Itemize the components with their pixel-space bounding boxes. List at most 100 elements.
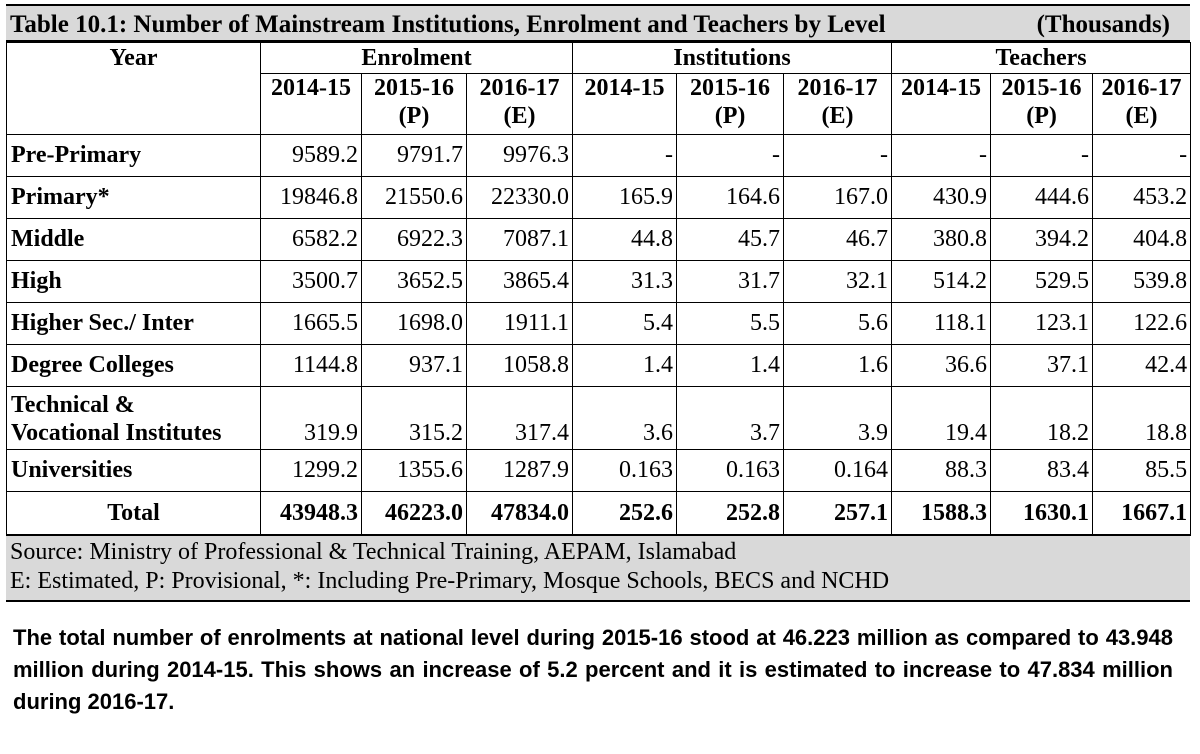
table-cell: 47834.0: [465, 491, 574, 536]
table-cell: 3865.4: [465, 260, 574, 303]
year-subheader: 2015-16 (P): [676, 73, 785, 135]
table-cell: -: [990, 134, 1094, 177]
row-label: Degree Colleges: [6, 344, 261, 387]
table-cell: 6582.2: [260, 218, 362, 261]
table-cell: 0.163: [572, 449, 678, 492]
table-cell: 252.8: [676, 491, 785, 536]
table-cell: 1.4: [676, 344, 785, 387]
table-cell: 165.9: [572, 176, 678, 219]
table-cell: 36.6: [891, 344, 992, 387]
table-cell: 317.4: [465, 386, 574, 450]
table-title-bar: Table 10.1: Number of Mainstream Institu…: [6, 4, 1190, 42]
table-cell: 1299.2: [260, 449, 362, 492]
table-cell: 937.1: [361, 344, 467, 387]
table-cell: 122.6: [1092, 302, 1192, 345]
group-header-teachers: Teachers: [891, 42, 1192, 74]
table-cell: 394.2: [990, 218, 1094, 261]
table-cell: 45.7: [676, 218, 785, 261]
year-subheader: 2014-15: [891, 73, 992, 135]
table-cell: 1.6: [783, 344, 893, 387]
year-subheader: 2016-17 (E): [465, 73, 574, 135]
table-cell: -: [1092, 134, 1192, 177]
row-label: Higher Sec./ Inter: [6, 302, 261, 345]
table-cell: 1698.0: [361, 302, 467, 345]
table-cell: 118.1: [891, 302, 992, 345]
year-subheader-year: 2014-15: [271, 75, 351, 101]
year-subheader-status: (P): [1026, 103, 1057, 129]
table-cell: 5.5: [676, 302, 785, 345]
table-cell: 167.0: [783, 176, 893, 219]
table-row: Primary* 19846.8 21550.6 22330.0 165.9 164.6 1…: [6, 176, 1192, 219]
table-cell: 18.8: [1092, 386, 1192, 450]
year-subheader: 2014-15: [572, 73, 678, 135]
table-cell: 37.1: [990, 344, 1094, 387]
year-subheader-status: (E): [821, 103, 854, 129]
table-cell: 1665.5: [260, 302, 362, 345]
row-label: Primary*: [6, 176, 261, 219]
table-cell: 43948.3: [260, 491, 362, 536]
year-subheader-status: (E): [503, 103, 536, 129]
table-cell: 1911.1: [465, 302, 574, 345]
row-label: Total: [6, 491, 261, 536]
table-cell: 31.3: [572, 260, 678, 303]
year-subheader: 2016-17 (E): [1092, 73, 1192, 135]
table-cell: 19.4: [891, 386, 992, 450]
table-cell: 1058.8: [465, 344, 574, 387]
group-header-enrolment: Enrolment: [259, 42, 574, 74]
table-cell: 22330.0: [465, 176, 574, 219]
year-subheader-year: 2014-15: [584, 75, 665, 101]
table-cell: 430.9: [891, 176, 992, 219]
table-cell: 9791.7: [361, 134, 467, 177]
table-cell: 21550.6: [361, 176, 467, 219]
year-subheader-year: 2015-16: [374, 75, 454, 101]
table-unit: (Thousands): [1036, 11, 1170, 38]
table-row: Degree Colleges 1144.8 937.1 1058.8 1.4 1.4 1.…: [6, 344, 1192, 387]
table-cell: 1287.9: [465, 449, 574, 492]
year-header: Year: [6, 42, 261, 135]
year-subheader-status: (P): [714, 103, 746, 129]
table-cell: 85.5: [1092, 449, 1192, 492]
year-subheader-year: 2016-17: [479, 75, 560, 101]
row-label: High: [6, 260, 261, 303]
table-cell: 83.4: [990, 449, 1094, 492]
year-subheader-year: 2014-15: [901, 75, 982, 101]
table-cell: 380.8: [891, 218, 992, 261]
table-cell: 257.1: [783, 491, 893, 536]
table-cell: 9589.2: [260, 134, 362, 177]
table-cell: 7087.1: [465, 218, 574, 261]
year-subheader-year: 2015-16: [1001, 75, 1082, 101]
table-cell: 252.6: [572, 491, 678, 536]
table-cell: 1355.6: [361, 449, 467, 492]
table-cell: 3.9: [783, 386, 893, 450]
source-note: Source: Ministry of Professional & Techn…: [6, 536, 1190, 602]
table-cell: 32.1: [783, 260, 893, 303]
table-cell: -: [572, 134, 678, 177]
table-cell: 164.6: [676, 176, 785, 219]
summary-paragraph: The total number of enrolments at nation…: [13, 625, 1173, 714]
table-container: Table 10.1: Number of Mainstream Institu…: [6, 4, 1192, 602]
table-cell: 315.2: [361, 386, 467, 450]
table-cell: 3652.5: [361, 260, 467, 303]
row-label: Pre-Primary: [6, 134, 261, 177]
table-cell: 46223.0: [361, 491, 467, 536]
table-cell: 44.8: [572, 218, 678, 261]
table-cell: 0.164: [783, 449, 893, 492]
data-table: Year Enrolment Institutions Teachers 201…: [6, 42, 1192, 536]
table-cell: -: [676, 134, 785, 177]
year-subheader-status: (P): [398, 103, 430, 129]
row-label: Technical & Vocational Institutes: [6, 386, 261, 450]
year-subheader-year: 2015-16: [690, 75, 771, 101]
table-row: Higher Sec./ Inter 1665.5 1698.0 1911.1 5.4 5…: [6, 302, 1192, 345]
table-cell: 123.1: [990, 302, 1094, 345]
year-subheader-year: 2016-17: [797, 75, 878, 101]
table-cell: 1.4: [572, 344, 678, 387]
table-cell: 3500.7: [260, 260, 362, 303]
table-cell: 5.4: [572, 302, 678, 345]
year-subheader-year: 2016-17: [1101, 75, 1182, 101]
row-label-line: Technical &: [11, 392, 135, 418]
table-cell: 319.9: [260, 386, 362, 450]
table-cell: 539.8: [1092, 260, 1192, 303]
table-cell: 1667.1: [1092, 491, 1192, 536]
table-row: High 3500.7 3652.5 3865.4 31.3 31.7 32.1 514.2 5…: [6, 260, 1192, 303]
table-cell: 6922.3: [361, 218, 467, 261]
